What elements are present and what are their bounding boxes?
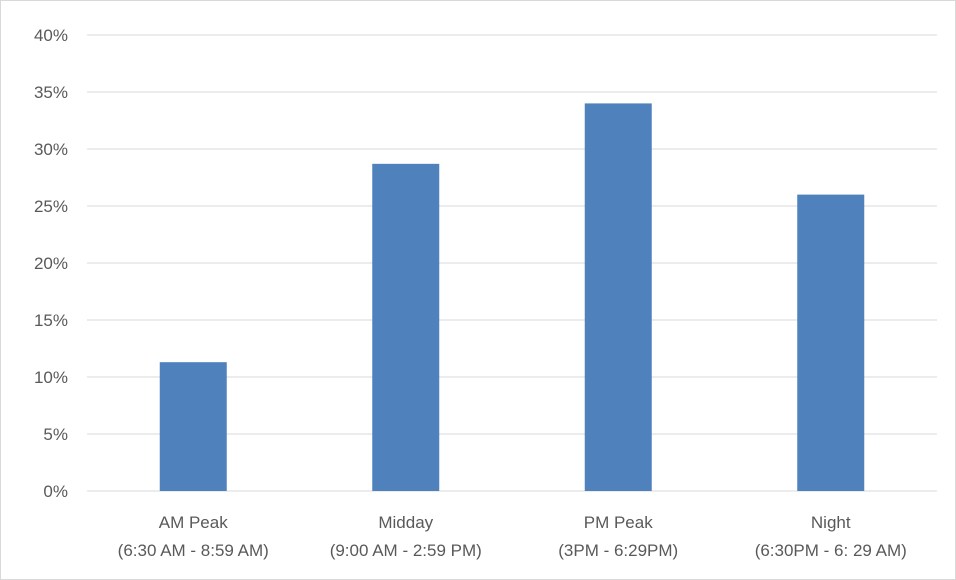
y-tick-label: 30% <box>34 140 68 159</box>
x-axis-category-labels: AM Peak (6:30 AM - 8:59 AM) Midday (9:00 AM… <box>118 513 907 560</box>
x-category-sublabel: (6:30PM - 6: 29 AM) <box>755 541 907 560</box>
x-category-label: AM Peak <box>159 513 228 532</box>
x-category-label: Midday <box>378 513 433 532</box>
y-tick-label: 15% <box>34 311 68 330</box>
y-tick-label: 40% <box>34 26 68 45</box>
bars <box>159 103 865 492</box>
y-tick-label: 25% <box>34 197 68 216</box>
y-tick-label: 35% <box>34 83 68 102</box>
y-tick-label: 0% <box>43 482 68 501</box>
gridlines <box>87 34 937 492</box>
bar <box>797 194 865 491</box>
bar <box>159 362 227 491</box>
y-tick-label: 5% <box>43 425 68 444</box>
y-tick-label: 20% <box>34 254 68 273</box>
y-axis-tick-labels: 0% 5% 10% 15% 20% 25% 30% 35% 40% <box>34 26 68 501</box>
x-category-label: PM Peak <box>584 513 653 532</box>
x-category-sublabel: (6:30 AM - 8:59 AM) <box>118 541 269 560</box>
x-category-sublabel: (3PM - 6:29PM) <box>558 541 678 560</box>
bar <box>584 103 652 492</box>
x-category-label: Night <box>811 513 851 532</box>
bar <box>372 163 440 491</box>
y-tick-label: 10% <box>34 368 68 387</box>
x-category-sublabel: (9:00 AM - 2:59 PM) <box>330 541 482 560</box>
